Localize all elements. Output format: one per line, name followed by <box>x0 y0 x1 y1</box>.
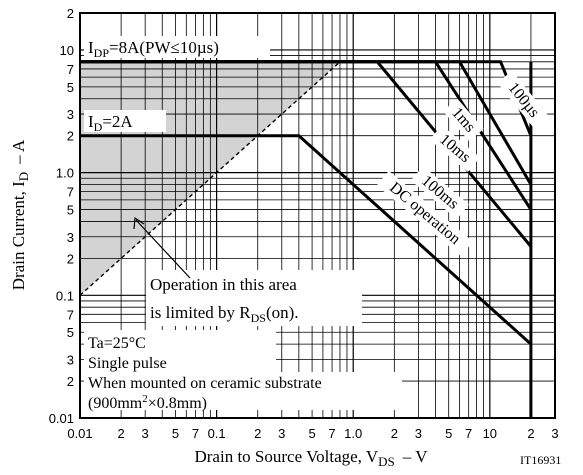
idp-label-sub: DP <box>94 46 110 60</box>
series-line-4 <box>80 134 532 346</box>
svg-text:is limited by RDS(on).: is limited by RDS(on). <box>150 303 299 325</box>
x-tick-label: 0.01 <box>67 426 92 441</box>
y-tick-label: 1.0 <box>56 166 74 181</box>
x-tick-label: 3 <box>551 426 558 441</box>
x-tick-label: 1.0 <box>344 426 362 441</box>
y-tick-label: 3 <box>67 352 74 367</box>
y-tick-label: 7 <box>67 62 74 77</box>
y-tick-label: 7 <box>67 185 74 200</box>
x-axis-title-unit: – V <box>402 447 428 466</box>
cond-mount: When mounted on ceramic substrate <box>88 375 322 392</box>
y-tick-label: 5 <box>67 325 74 340</box>
svg-text:(900mm2×0.8mm): (900mm2×0.8mm) <box>88 393 207 412</box>
cond-size-post: ×0.8mm) <box>148 395 207 412</box>
plot-frame <box>79 12 556 419</box>
x-tick-label: 2 <box>391 426 398 441</box>
id-label-rest: =2A <box>102 112 133 131</box>
x-tick-label: 5 <box>445 426 452 441</box>
x-tick-label: 5 <box>172 426 179 441</box>
idp-label-rest: =8A(PW≤10µs) <box>109 38 219 57</box>
x-tick-label: 0.1 <box>208 426 226 441</box>
x-axis-title-sub: DS <box>378 454 395 469</box>
series-line-3 <box>80 60 533 248</box>
idp-label-box: IDP=8A(PW≤10µs) <box>84 36 270 60</box>
id-label: I <box>88 112 94 131</box>
x-tick-label: 5 <box>308 426 315 441</box>
x-tick-label: 7 <box>192 426 199 441</box>
x-tick-label: 7 <box>465 426 472 441</box>
x-tick-label: 2 <box>118 426 125 441</box>
y-tick-label: 2 <box>67 6 74 21</box>
y-tick-label: 0.1 <box>56 288 74 303</box>
conditions-note: Ta=25°C Single pulse When mounted on cer… <box>84 330 402 412</box>
x-axis-title: Drain to Source Voltage, V <box>194 447 378 466</box>
id-label-box: ID=2A <box>84 110 166 134</box>
y-tick-label: 2 <box>67 251 74 266</box>
y-axis-title: Drain Current, I <box>9 181 28 290</box>
svg-text:Drain Current, ID– A: Drain Current, ID – A <box>9 139 31 290</box>
cond-size: (900mm <box>88 395 143 412</box>
tick-labels: 0.01 2 3 5 7 0.1 2 3 5 7 1.0 2 3 5 7 10 2 30.0123570.1235… <box>49 6 559 441</box>
x-tick-label: 3 <box>415 426 422 441</box>
x-tick-label: 7 <box>328 426 335 441</box>
cond-pulse: Single pulse <box>88 355 167 372</box>
y-tick-label: 5 <box>67 80 74 95</box>
x-tick-label: 3 <box>142 426 149 441</box>
x-tick-label: 2 <box>254 426 261 441</box>
y-tick-label: 10 <box>60 43 74 58</box>
y-tick-label: 2 <box>67 374 74 389</box>
cond-ta: Ta=25°C <box>88 335 146 352</box>
y-tick-label: 2 <box>67 129 74 144</box>
idp-label: I <box>88 38 94 57</box>
y-tick-label: 3 <box>67 107 74 122</box>
figure-id: IT16931 <box>520 453 561 467</box>
operation-note: Operation in this area is limited by RDS… <box>133 216 362 326</box>
op-line1: Operation in this area <box>150 275 297 294</box>
y-tick-label: 5 <box>67 203 74 218</box>
op-line2-post: (on). <box>266 303 299 322</box>
rds-limit-line <box>79 61 341 296</box>
op-line2: is limited by R <box>150 303 251 322</box>
y-tick-label: 3 <box>67 230 74 245</box>
id-label-sub: D <box>94 120 103 134</box>
x-tick-label: 3 <box>278 426 285 441</box>
x-tick-label: 2 <box>527 426 534 441</box>
svg-text:IDP=8A(PW≤10µs): IDP=8A(PW≤10µs) <box>88 38 219 60</box>
x-tick-label: 10 <box>483 426 497 441</box>
cond-size-sup: 2 <box>142 393 148 405</box>
y-axis-title-sub: D <box>16 172 31 181</box>
y-tick-label: 0.01 <box>49 411 74 426</box>
y-axis-title-unit: – A <box>9 139 28 165</box>
y-tick-label: 7 <box>67 307 74 322</box>
op-line2-sub: DS <box>251 311 266 325</box>
svg-text:Drain to Source Voltage, VDS–: Drain to Source Voltage, VDS – V <box>194 447 428 469</box>
svg-text:ID=2A: ID=2A <box>88 112 133 134</box>
